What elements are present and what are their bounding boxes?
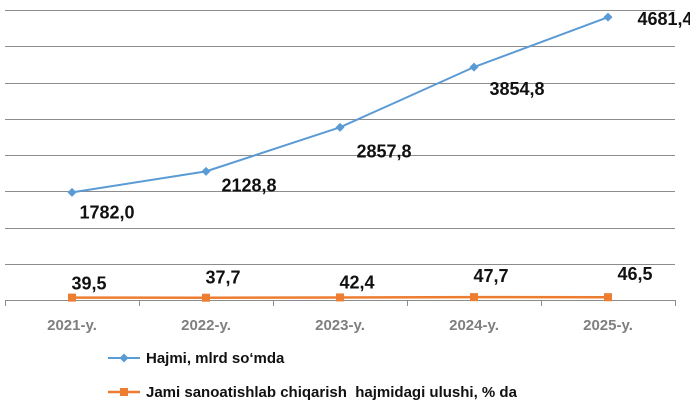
data-label: 3854,8	[489, 79, 544, 99]
data-label: 2128,8	[221, 175, 276, 195]
legend-marker	[119, 353, 129, 363]
data-point	[201, 166, 211, 176]
legend-marker	[120, 388, 128, 396]
data-point	[603, 12, 613, 22]
data-point	[335, 122, 345, 132]
x-axis: 2021-y. 2022-y. 2023-y. 2024-y. 2025-y.	[5, 300, 676, 334]
legend-label: Jami sanoatishlab chiqarish hajmidagi ul…	[146, 384, 518, 401]
grid-lines	[5, 10, 675, 265]
data-label: 46,5	[617, 264, 652, 284]
x-tick-label: 2022-y.	[181, 317, 231, 334]
data-label: 39,5	[71, 274, 106, 294]
x-tick-label: 2025-y.	[583, 317, 633, 334]
data-label: 47,7	[473, 266, 508, 286]
data-label: 4681,4	[637, 9, 690, 29]
data-point	[604, 293, 612, 302]
data-point	[202, 293, 210, 302]
legend-label: Hajmi, mlrd so‘mda	[146, 350, 285, 367]
data-point	[68, 293, 76, 302]
data-point	[336, 293, 344, 302]
series-2	[68, 293, 612, 302]
legend: Hajmi, mlrd so‘mda Jami sanoatishlab chiq…	[108, 350, 518, 401]
series-line	[71, 16, 609, 194]
data-point	[67, 187, 77, 197]
legend-item-1: Hajmi, mlrd so‘mda	[108, 350, 285, 367]
x-tick-label: 2024-y.	[449, 317, 499, 334]
data-point	[469, 62, 479, 72]
data-label: 1782,0	[79, 202, 134, 222]
data-labels: 1782,0 2128,8 2857,8 3854,8 4681,4 39,5 37,7 42…	[71, 9, 690, 293]
series-1	[67, 12, 613, 197]
x-tick-label: 2021-y.	[47, 317, 97, 334]
series-group	[67, 12, 613, 302]
data-label: 37,7	[205, 268, 240, 288]
legend-item-2: Jami sanoatishlab chiqarish hajmidagi ul…	[108, 384, 518, 401]
data-label: 2857,8	[356, 141, 411, 161]
data-label: 42,4	[339, 272, 374, 292]
x-tick-label: 2023-y.	[315, 317, 365, 334]
data-point	[470, 293, 478, 302]
